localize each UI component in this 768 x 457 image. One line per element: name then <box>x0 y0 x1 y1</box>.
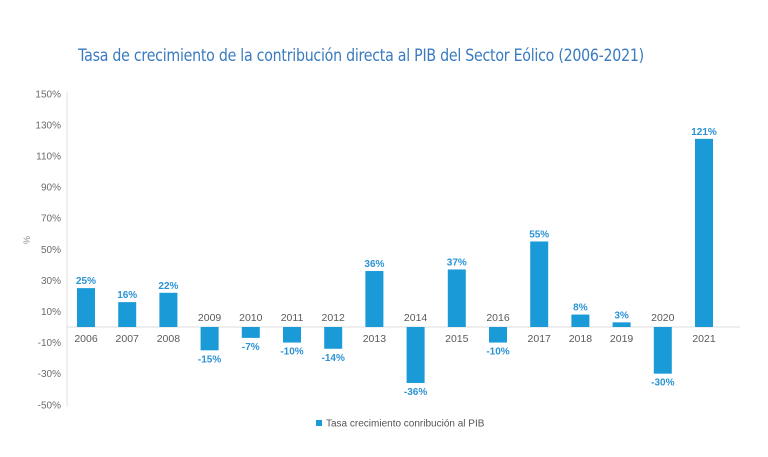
y-tick-label: 10% <box>41 307 61 318</box>
y-tick-label: 90% <box>41 183 61 194</box>
y-tick-label: -30% <box>38 369 61 380</box>
bars <box>77 138 713 383</box>
y-tick-label: 70% <box>41 214 61 225</box>
data-label: -15% <box>198 354 221 365</box>
x-tick-label: 2009 <box>198 312 222 324</box>
y-axis: 150% 130% 110% 90% 70% 50% 30% 10% -10% -30% -50%% <box>22 89 740 411</box>
data-label: 8% <box>573 303 588 314</box>
y-tick-label: 150% <box>35 89 61 100</box>
x-tick-label: 2013 <box>363 333 387 345</box>
data-label: 121% <box>691 127 717 138</box>
bar <box>118 302 137 327</box>
data-label: 22% <box>158 281 178 292</box>
data-label: 55% <box>529 229 549 240</box>
bar <box>489 327 507 343</box>
bar <box>200 327 219 351</box>
data-label: 3% <box>614 310 629 321</box>
data-label: -14% <box>322 353 345 364</box>
category-labels: 2006 2007 2008 2009 2010 2011 2012 2013 2014 2015… <box>74 312 716 345</box>
y-tick-label: 110% <box>36 151 61 162</box>
y-tick-label: -50% <box>38 400 61 411</box>
x-tick-label: 2006 <box>74 333 98 345</box>
y-axis-title: % <box>22 236 32 244</box>
data-label: 16% <box>117 290 137 301</box>
x-tick-label: 2012 <box>322 312 346 324</box>
data-label: -30% <box>651 378 674 389</box>
data-label: -7% <box>242 342 260 353</box>
x-tick-label: 2019 <box>610 333 634 345</box>
data-labels: 25% 16% 22% -15% -7% -10% -14% 36% -36% 37% -10% 55… <box>76 127 717 398</box>
data-label: -10% <box>280 347 303 358</box>
x-tick-label: 2015 <box>445 333 469 345</box>
bar <box>241 327 260 338</box>
data-label: 25% <box>76 276 96 287</box>
data-label: -36% <box>404 387 427 398</box>
x-tick-label: 2011 <box>281 312 304 324</box>
x-tick-label: 2018 <box>569 333 593 345</box>
x-tick-label: 2010 <box>239 312 263 324</box>
y-tick-label: 130% <box>35 120 61 131</box>
chart-title: Tasa de crecimiento de la contribución d… <box>78 46 644 65</box>
data-label: 37% <box>447 257 467 268</box>
x-tick-label: 2021 <box>692 333 716 345</box>
x-tick-label: 2007 <box>116 333 140 345</box>
y-tick-label: -10% <box>38 338 61 349</box>
bar <box>612 322 631 327</box>
bar <box>365 271 384 327</box>
bar <box>653 327 672 374</box>
legend-label: Tasa crecimiento conribución al PIB <box>326 419 485 430</box>
data-label: -10% <box>486 347 509 358</box>
y-tick-label: 50% <box>41 245 61 256</box>
legend: Tasa crecimiento conribución al PIB <box>316 419 485 430</box>
legend-swatch <box>316 420 322 426</box>
bar <box>695 138 713 327</box>
x-tick-label: 2020 <box>651 312 675 324</box>
x-tick-label: 2016 <box>486 312 510 324</box>
x-tick-label: 2014 <box>404 312 428 324</box>
bar <box>283 327 301 343</box>
bar <box>530 241 549 327</box>
bar <box>406 327 425 383</box>
x-tick-label: 2017 <box>528 333 552 345</box>
bar <box>571 314 590 327</box>
bar <box>447 269 466 327</box>
data-label: 36% <box>364 259 384 270</box>
y-tick-label: 30% <box>41 276 61 287</box>
bar <box>77 288 95 327</box>
bar <box>324 327 343 349</box>
bar <box>159 292 178 327</box>
x-tick-label: 2008 <box>157 333 181 345</box>
